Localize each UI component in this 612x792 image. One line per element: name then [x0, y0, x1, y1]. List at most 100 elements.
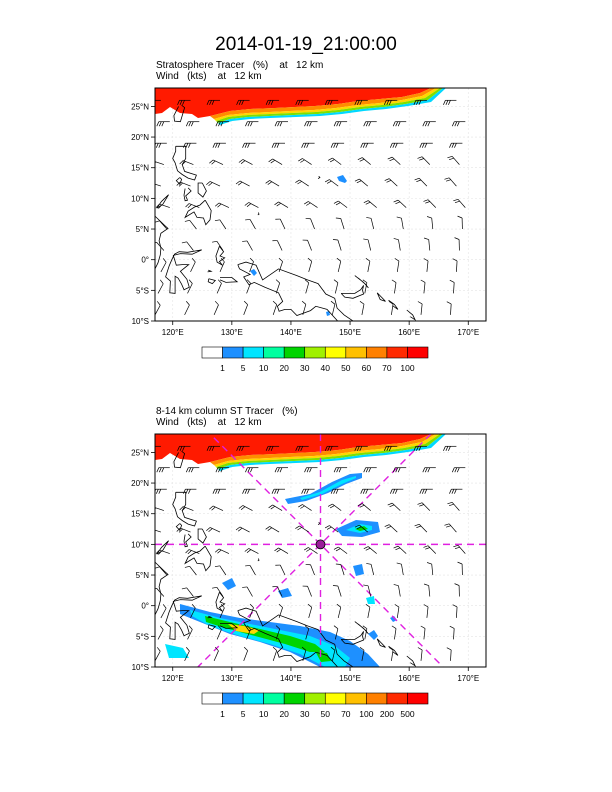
wind-barb — [327, 503, 342, 511]
wind-barb — [272, 240, 283, 251]
panel2-tracer-blob — [353, 564, 364, 576]
coastline — [156, 194, 169, 209]
y-tick-label: 10°N — [131, 540, 149, 549]
wind-barb — [179, 160, 194, 166]
wind-barb — [387, 156, 401, 165]
wind-barb — [423, 237, 431, 251]
panel2-header-line1: 8-14 km column ST Tracer (%) — [156, 406, 298, 417]
colorbar-label: 70 — [341, 709, 351, 719]
coastline — [183, 187, 192, 202]
wind-barb — [271, 488, 285, 494]
wind-barb — [155, 549, 170, 555]
wind-barb — [212, 488, 226, 494]
wind-barb — [333, 200, 348, 208]
wind-barb — [215, 467, 229, 473]
x-tick-label: 160°E — [398, 328, 420, 337]
wind-barb — [422, 467, 436, 473]
panel1-header-line2: Wind (kts) at 12 km — [156, 71, 262, 82]
coastline — [207, 278, 217, 285]
wind-barb — [446, 301, 452, 315]
coastline — [388, 645, 399, 656]
y-tick-label: 10°S — [132, 317, 149, 326]
wind-barb — [393, 199, 407, 208]
wind-barb — [423, 199, 437, 208]
panel2-tracer-band-cyan — [218, 434, 446, 471]
y-tick-label: 15°N — [131, 164, 149, 173]
x-tick-label: 160°E — [398, 674, 420, 683]
wind-barb — [330, 300, 336, 315]
coastline — [197, 182, 207, 198]
panel1-colorbar: 1 5 10 20 30 40 50 60 70 100 — [201, 346, 429, 373]
wind-barb — [330, 142, 345, 148]
wind-barb — [214, 219, 227, 230]
panel2-center-marker — [315, 539, 326, 550]
coastline — [207, 624, 217, 631]
wind-barb — [449, 488, 463, 494]
wind-barb — [307, 257, 313, 272]
wind-barb — [388, 301, 394, 315]
wind-barb — [447, 155, 460, 165]
wind-barb — [213, 300, 219, 316]
wind-barb — [235, 526, 250, 533]
panel1-tracer-band-yellow — [214, 88, 440, 121]
y-tick-label: 5°S — [136, 286, 149, 295]
coastline — [340, 285, 365, 299]
wind-barb — [451, 121, 466, 127]
wind-barb — [183, 488, 197, 494]
wind-barb — [272, 646, 278, 662]
colorbar-label: 5 — [241, 363, 246, 373]
y-tick-label: 20°N — [131, 479, 149, 488]
wind-barb — [295, 99, 309, 105]
colorbar-swatch — [345, 346, 367, 359]
wind-barb — [298, 158, 312, 165]
wind-barb — [155, 488, 167, 494]
wind-barb — [184, 647, 190, 662]
wind-barb — [363, 121, 377, 127]
coastline — [219, 623, 239, 629]
wind-barb — [219, 257, 225, 273]
x-tick-label: 120°E — [162, 328, 184, 337]
coastline — [172, 491, 197, 527]
panel2-coastlines — [155, 450, 417, 667]
colorbar-label: 50 — [341, 363, 351, 373]
colorbar-swatch — [304, 346, 326, 359]
wind-barb — [268, 158, 283, 165]
coastline — [257, 558, 260, 562]
coastline — [376, 638, 386, 648]
coastline — [165, 595, 202, 640]
colorbar-swatch — [222, 346, 244, 359]
wind-barb — [242, 142, 256, 148]
wind-barb — [176, 527, 191, 533]
colorbar-swatch — [345, 692, 367, 705]
wind-barb — [365, 603, 371, 618]
wind-barb — [235, 180, 250, 187]
wind-barb — [275, 218, 286, 230]
wind-barb — [275, 564, 286, 576]
wind-barb — [423, 604, 429, 618]
coastline — [237, 261, 354, 321]
colorbar-label: 10 — [259, 709, 269, 719]
wind-barb — [449, 625, 455, 640]
wind-barb — [330, 488, 345, 494]
wind-barb — [443, 445, 457, 451]
wind-barb — [181, 587, 194, 597]
wind-barb — [215, 121, 229, 127]
wind-barb — [245, 121, 259, 127]
wind-barb — [301, 300, 307, 315]
wind-barb — [304, 121, 318, 127]
y-tick-label: 5°S — [136, 632, 149, 641]
x-tick-label: 150°E — [339, 674, 361, 683]
wind-barb — [181, 241, 194, 251]
coastline — [173, 104, 186, 123]
wind-barb — [243, 646, 248, 662]
wind-barb — [389, 142, 404, 148]
wind-barb — [396, 562, 404, 576]
wind-barb — [184, 301, 190, 316]
x-tick-label: 120°E — [162, 674, 184, 683]
coastline — [257, 212, 260, 216]
wind-barb — [236, 99, 250, 105]
wind-barb — [214, 565, 227, 576]
wind-barb — [209, 159, 224, 165]
colorbar-label: 1 — [220, 709, 225, 719]
colorbar-swatch — [386, 346, 408, 359]
